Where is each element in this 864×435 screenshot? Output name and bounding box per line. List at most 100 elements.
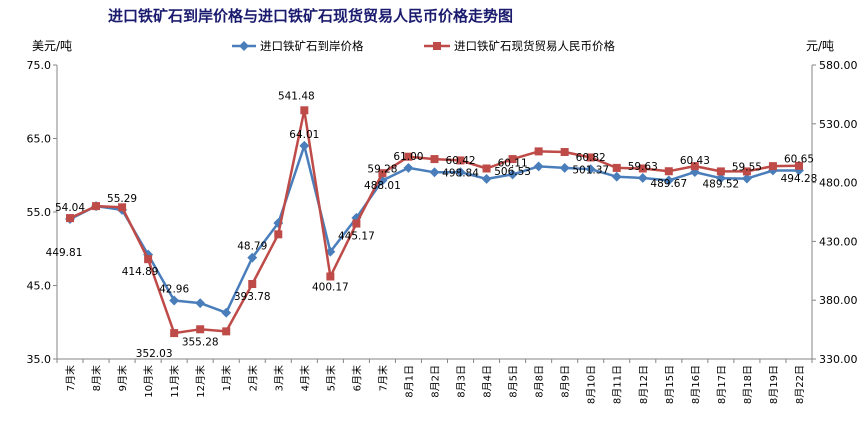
- data-label: 501.37: [572, 164, 609, 176]
- x-tick-label: 8月16日: [690, 365, 702, 404]
- right-tick-label: 480.00: [819, 177, 858, 190]
- data-label: 414.89: [122, 266, 159, 278]
- data-point: [742, 167, 751, 176]
- data-point: [378, 169, 387, 178]
- data-label: 488.01: [364, 180, 401, 192]
- data-point: [274, 230, 283, 239]
- data-point: [222, 327, 231, 336]
- data-point: [507, 169, 518, 180]
- data-label: 393.78: [234, 291, 271, 303]
- data-label: 60.42: [446, 155, 476, 167]
- data-label: 48.79: [237, 241, 267, 253]
- x-tick-label: 8月10日: [586, 365, 598, 404]
- right-tick-label: 330.00: [819, 353, 858, 366]
- x-tick-label: 8月18日: [742, 365, 754, 404]
- series-2: [66, 106, 803, 338]
- data-point: [455, 167, 466, 178]
- left-tick-label: 55.0: [27, 206, 52, 219]
- x-tick-label: 3月末: [272, 365, 285, 391]
- data-label: 59.28: [367, 164, 397, 176]
- x-tick-label: 8月17日: [716, 365, 728, 404]
- data-point: [716, 167, 725, 176]
- data-point: [248, 279, 257, 288]
- x-tick-label: 6月末: [350, 365, 363, 391]
- data-point: [559, 162, 570, 173]
- x-tick-label: 8月1日: [403, 365, 415, 398]
- data-point: [456, 156, 465, 165]
- data-point: [196, 325, 205, 334]
- x-tick-label: 8月19日: [768, 365, 780, 404]
- data-point: [429, 167, 440, 178]
- data-point: [482, 164, 491, 173]
- x-tick-label: 5月末: [324, 365, 337, 391]
- data-point: [612, 163, 621, 172]
- data-label: 400.17: [312, 281, 349, 293]
- right-tick-label: 530.00: [819, 118, 858, 131]
- x-tick-label: 10月末: [142, 365, 155, 398]
- left-tick-label: 35.0: [27, 353, 52, 366]
- x-tick-label: 8月8日: [534, 365, 546, 398]
- data-point: [92, 202, 101, 211]
- data-point: [715, 173, 726, 184]
- data-point: [221, 307, 232, 318]
- data-point: [404, 152, 413, 161]
- data-label: 55.29: [107, 193, 137, 205]
- data-point: [741, 173, 752, 184]
- data-label: 60.11: [498, 157, 528, 169]
- legend-marker-square: [433, 42, 441, 50]
- legend: 进口铁矿石到岸价格 进口铁矿石现货贸易人民币价格: [232, 39, 615, 53]
- data-label: 60.65: [784, 153, 814, 165]
- data-point: [586, 153, 595, 162]
- right-tick-label: 380.00: [819, 294, 858, 307]
- data-point: [300, 106, 309, 115]
- data-label: 489.67: [650, 178, 687, 190]
- data-point: [247, 252, 258, 263]
- x-tick-label: 8月4日: [482, 365, 494, 398]
- data-label: 352.03: [136, 348, 173, 360]
- data-point: [611, 171, 622, 182]
- data-label: 42.96: [159, 283, 189, 295]
- data-label: 494.28: [781, 173, 818, 185]
- x-tick-label: 8月5日: [508, 365, 520, 398]
- x-tick-label: 8月12日: [638, 365, 650, 404]
- data-label: 59.63: [628, 161, 658, 173]
- left-tick-label: 75.0: [27, 59, 52, 72]
- right-axis-unit: 元/吨: [806, 39, 834, 53]
- left-tick-label: 45.0: [27, 280, 52, 293]
- x-tick-label: 8月9日: [560, 365, 572, 398]
- data-label: 61.00: [393, 151, 423, 163]
- left-axis-unit: 美元/吨: [32, 39, 72, 53]
- series-line: [69, 109, 800, 335]
- x-tick-label: 1月末: [220, 365, 233, 391]
- data-label: 60.82: [576, 152, 606, 164]
- data-point: [534, 147, 543, 156]
- x-tick-label: 8月22日: [794, 365, 806, 404]
- data-point: [560, 148, 569, 157]
- legend-item-series-1: 进口铁矿石到岸价格: [232, 39, 364, 53]
- x-tick-label: 2月末: [246, 365, 259, 391]
- data-point: [768, 162, 777, 171]
- x-tick-label: 8月15日: [664, 365, 676, 404]
- x-tick-label: 7月末: [376, 365, 389, 391]
- x-tick-label: 8月2日: [430, 365, 442, 398]
- axes: 35.0 45.0 55.0 65.0 75.0 330.00 380.00 430.00 48…: [27, 59, 858, 404]
- data-point: [481, 173, 492, 184]
- data-point: [508, 155, 517, 164]
- data-label: 60.43: [680, 155, 710, 167]
- data-label: 506.53: [494, 166, 531, 178]
- data-point: [169, 295, 180, 306]
- chart-title: 进口铁矿石到岸价格与进口铁矿石现货贸易人民币价格走势图: [108, 7, 513, 25]
- data-point: [144, 255, 153, 264]
- left-tick-label: 65.0: [27, 133, 52, 146]
- data-point: [170, 329, 179, 338]
- data-point: [118, 203, 127, 212]
- right-tick-label: 580.00: [819, 59, 858, 72]
- x-tick-label: 7月末: [64, 365, 77, 391]
- x-tick-label: 4月末: [298, 365, 311, 391]
- x-tick-label: 11月末: [168, 365, 181, 398]
- data-label: 64.01: [289, 129, 319, 141]
- x-tick-label: 8月11日: [612, 365, 624, 404]
- data-point: [690, 162, 699, 171]
- data-point: [352, 219, 361, 228]
